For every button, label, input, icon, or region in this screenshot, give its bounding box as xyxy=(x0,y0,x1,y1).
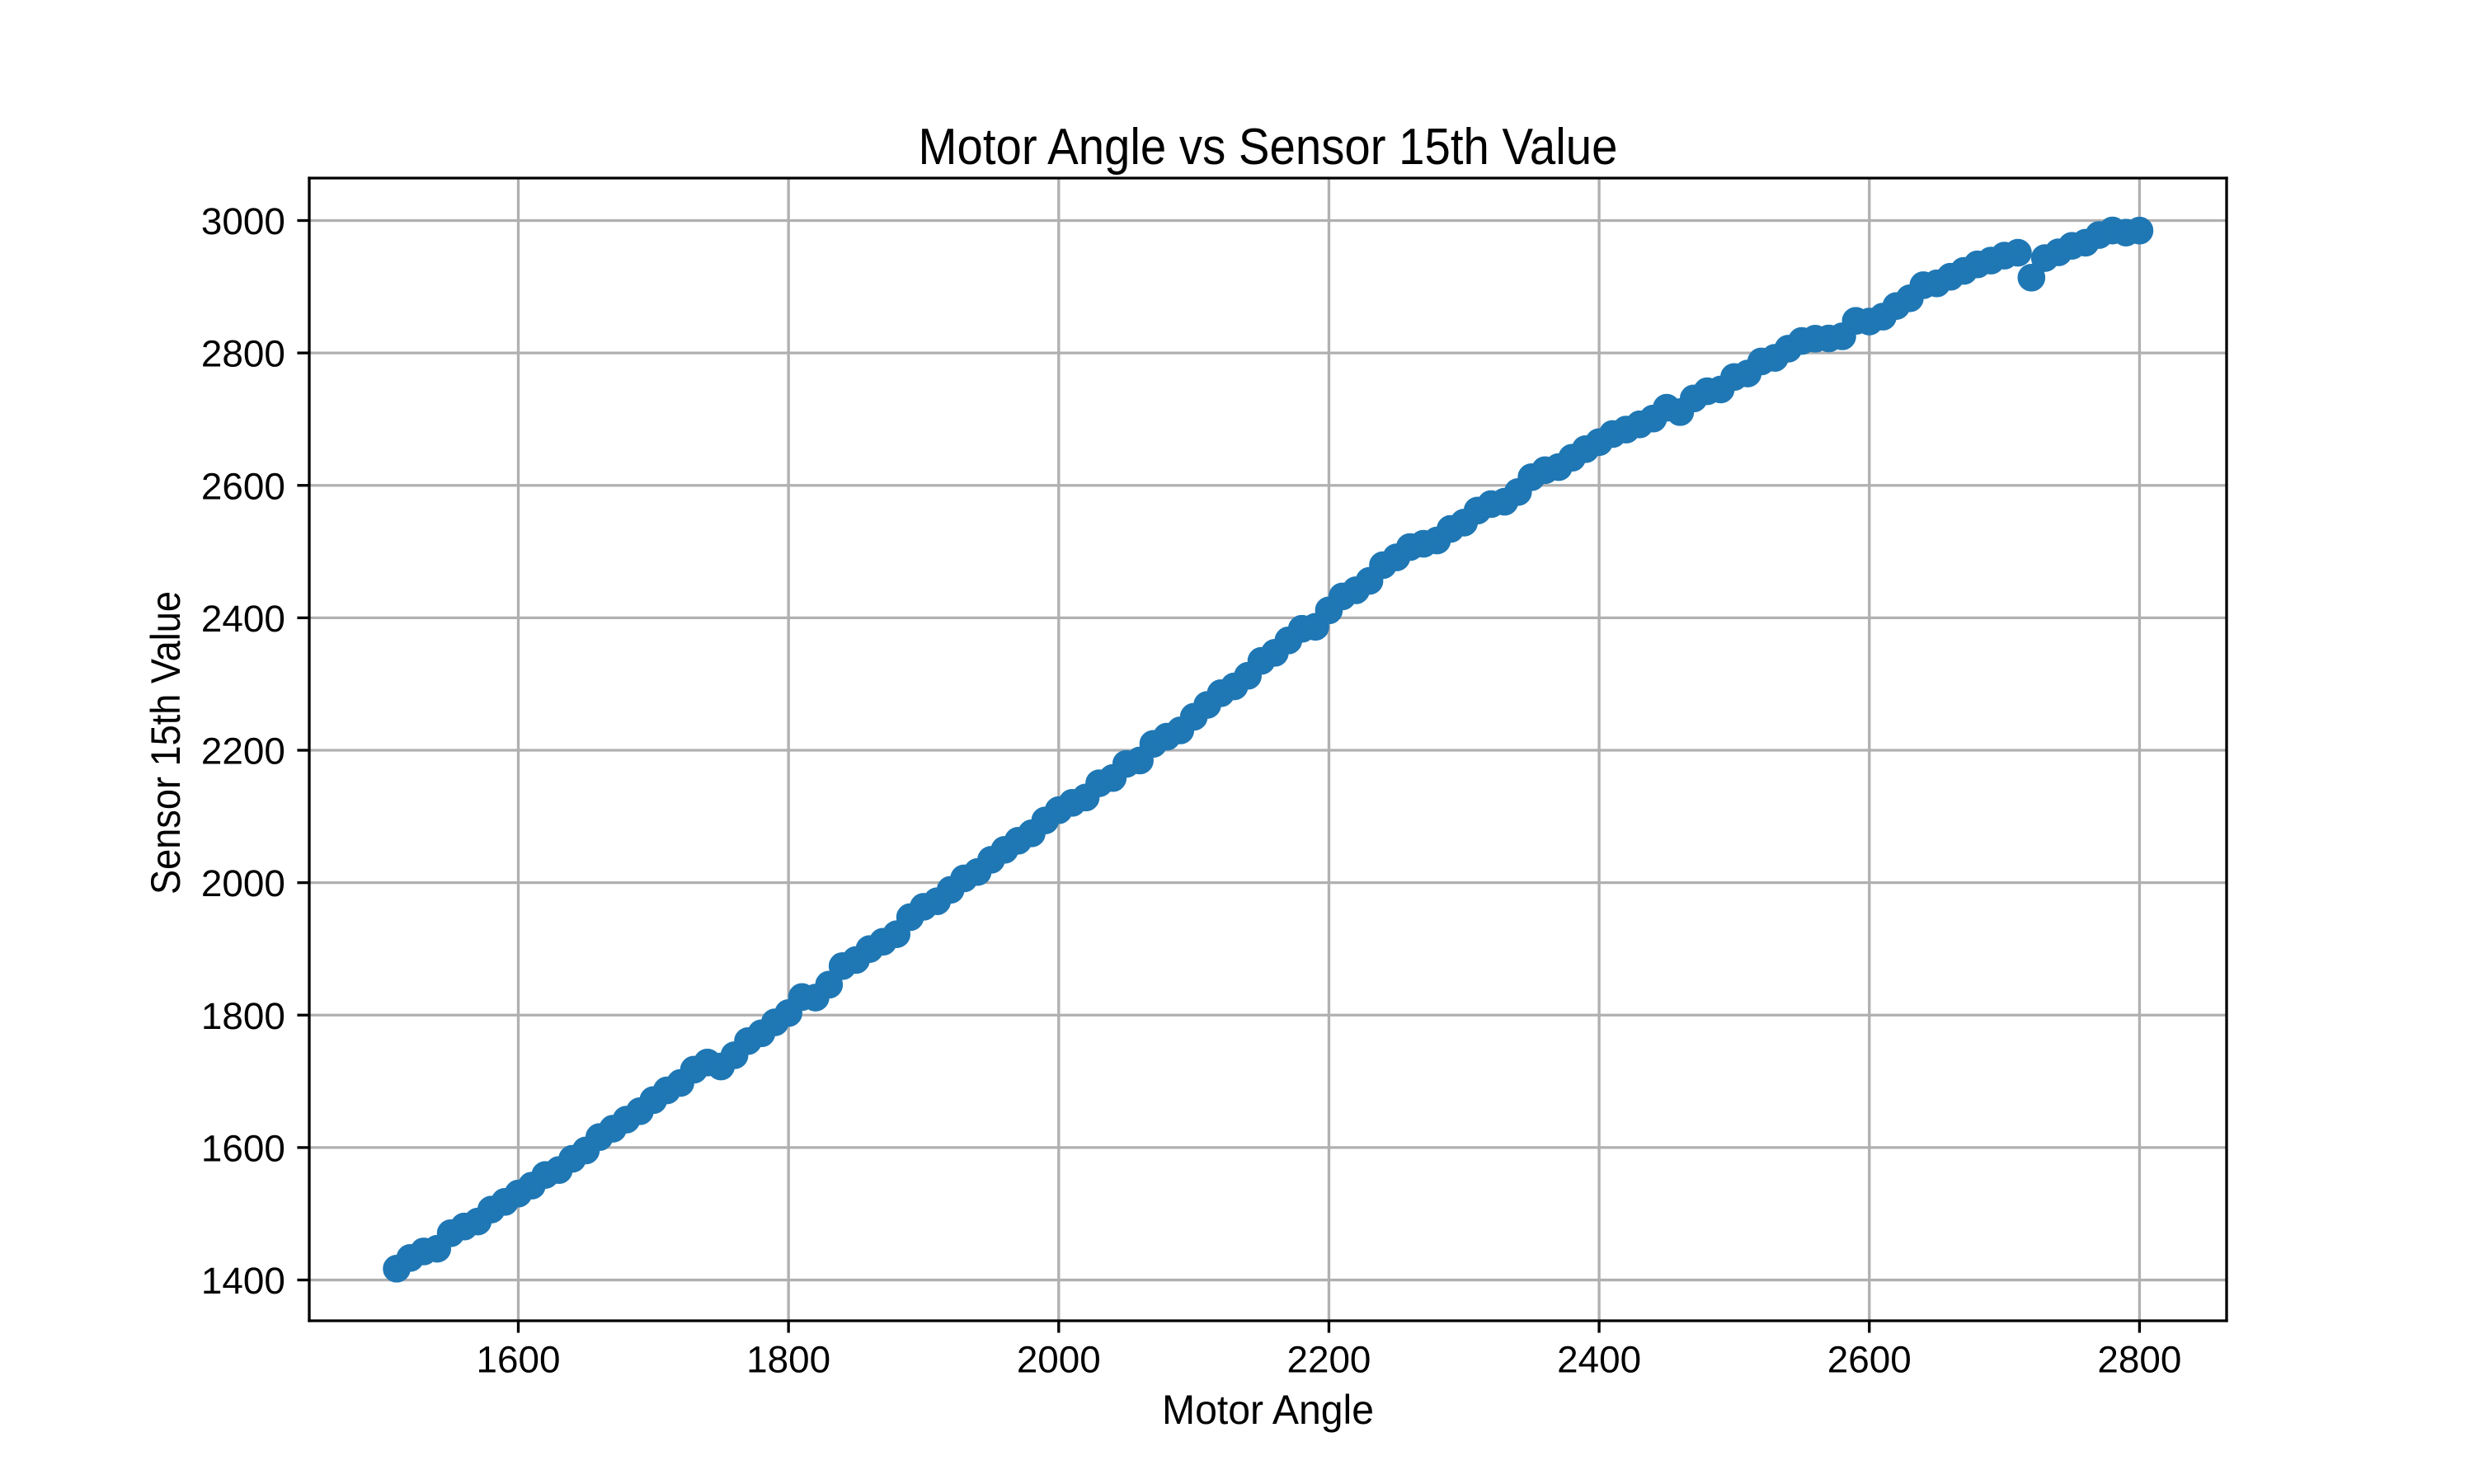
svg-text:2200: 2200 xyxy=(201,730,285,773)
svg-text:2800: 2800 xyxy=(201,333,285,375)
svg-text:2600: 2600 xyxy=(1827,1338,1912,1380)
svg-text:Motor Angle vs Sensor 15th Val: Motor Angle vs Sensor 15th Value xyxy=(919,118,1618,176)
svg-text:3000: 3000 xyxy=(201,200,285,242)
svg-text:2800: 2800 xyxy=(2097,1338,2181,1380)
svg-text:2000: 2000 xyxy=(1017,1338,1101,1380)
svg-text:2400: 2400 xyxy=(1557,1338,1641,1380)
svg-text:2400: 2400 xyxy=(201,598,285,640)
svg-text:1400: 1400 xyxy=(201,1260,285,1302)
svg-text:Sensor 15th Value: Sensor 15th Value xyxy=(143,591,189,895)
svg-text:1600: 1600 xyxy=(201,1128,285,1170)
svg-text:1600: 1600 xyxy=(477,1338,561,1380)
svg-text:2200: 2200 xyxy=(1286,1338,1371,1380)
svg-text:2000: 2000 xyxy=(201,862,285,904)
svg-text:1800: 1800 xyxy=(746,1338,830,1380)
svg-text:1800: 1800 xyxy=(201,995,285,1037)
svg-text:Motor Angle: Motor Angle xyxy=(1162,1387,1374,1433)
svg-text:2600: 2600 xyxy=(201,465,285,507)
